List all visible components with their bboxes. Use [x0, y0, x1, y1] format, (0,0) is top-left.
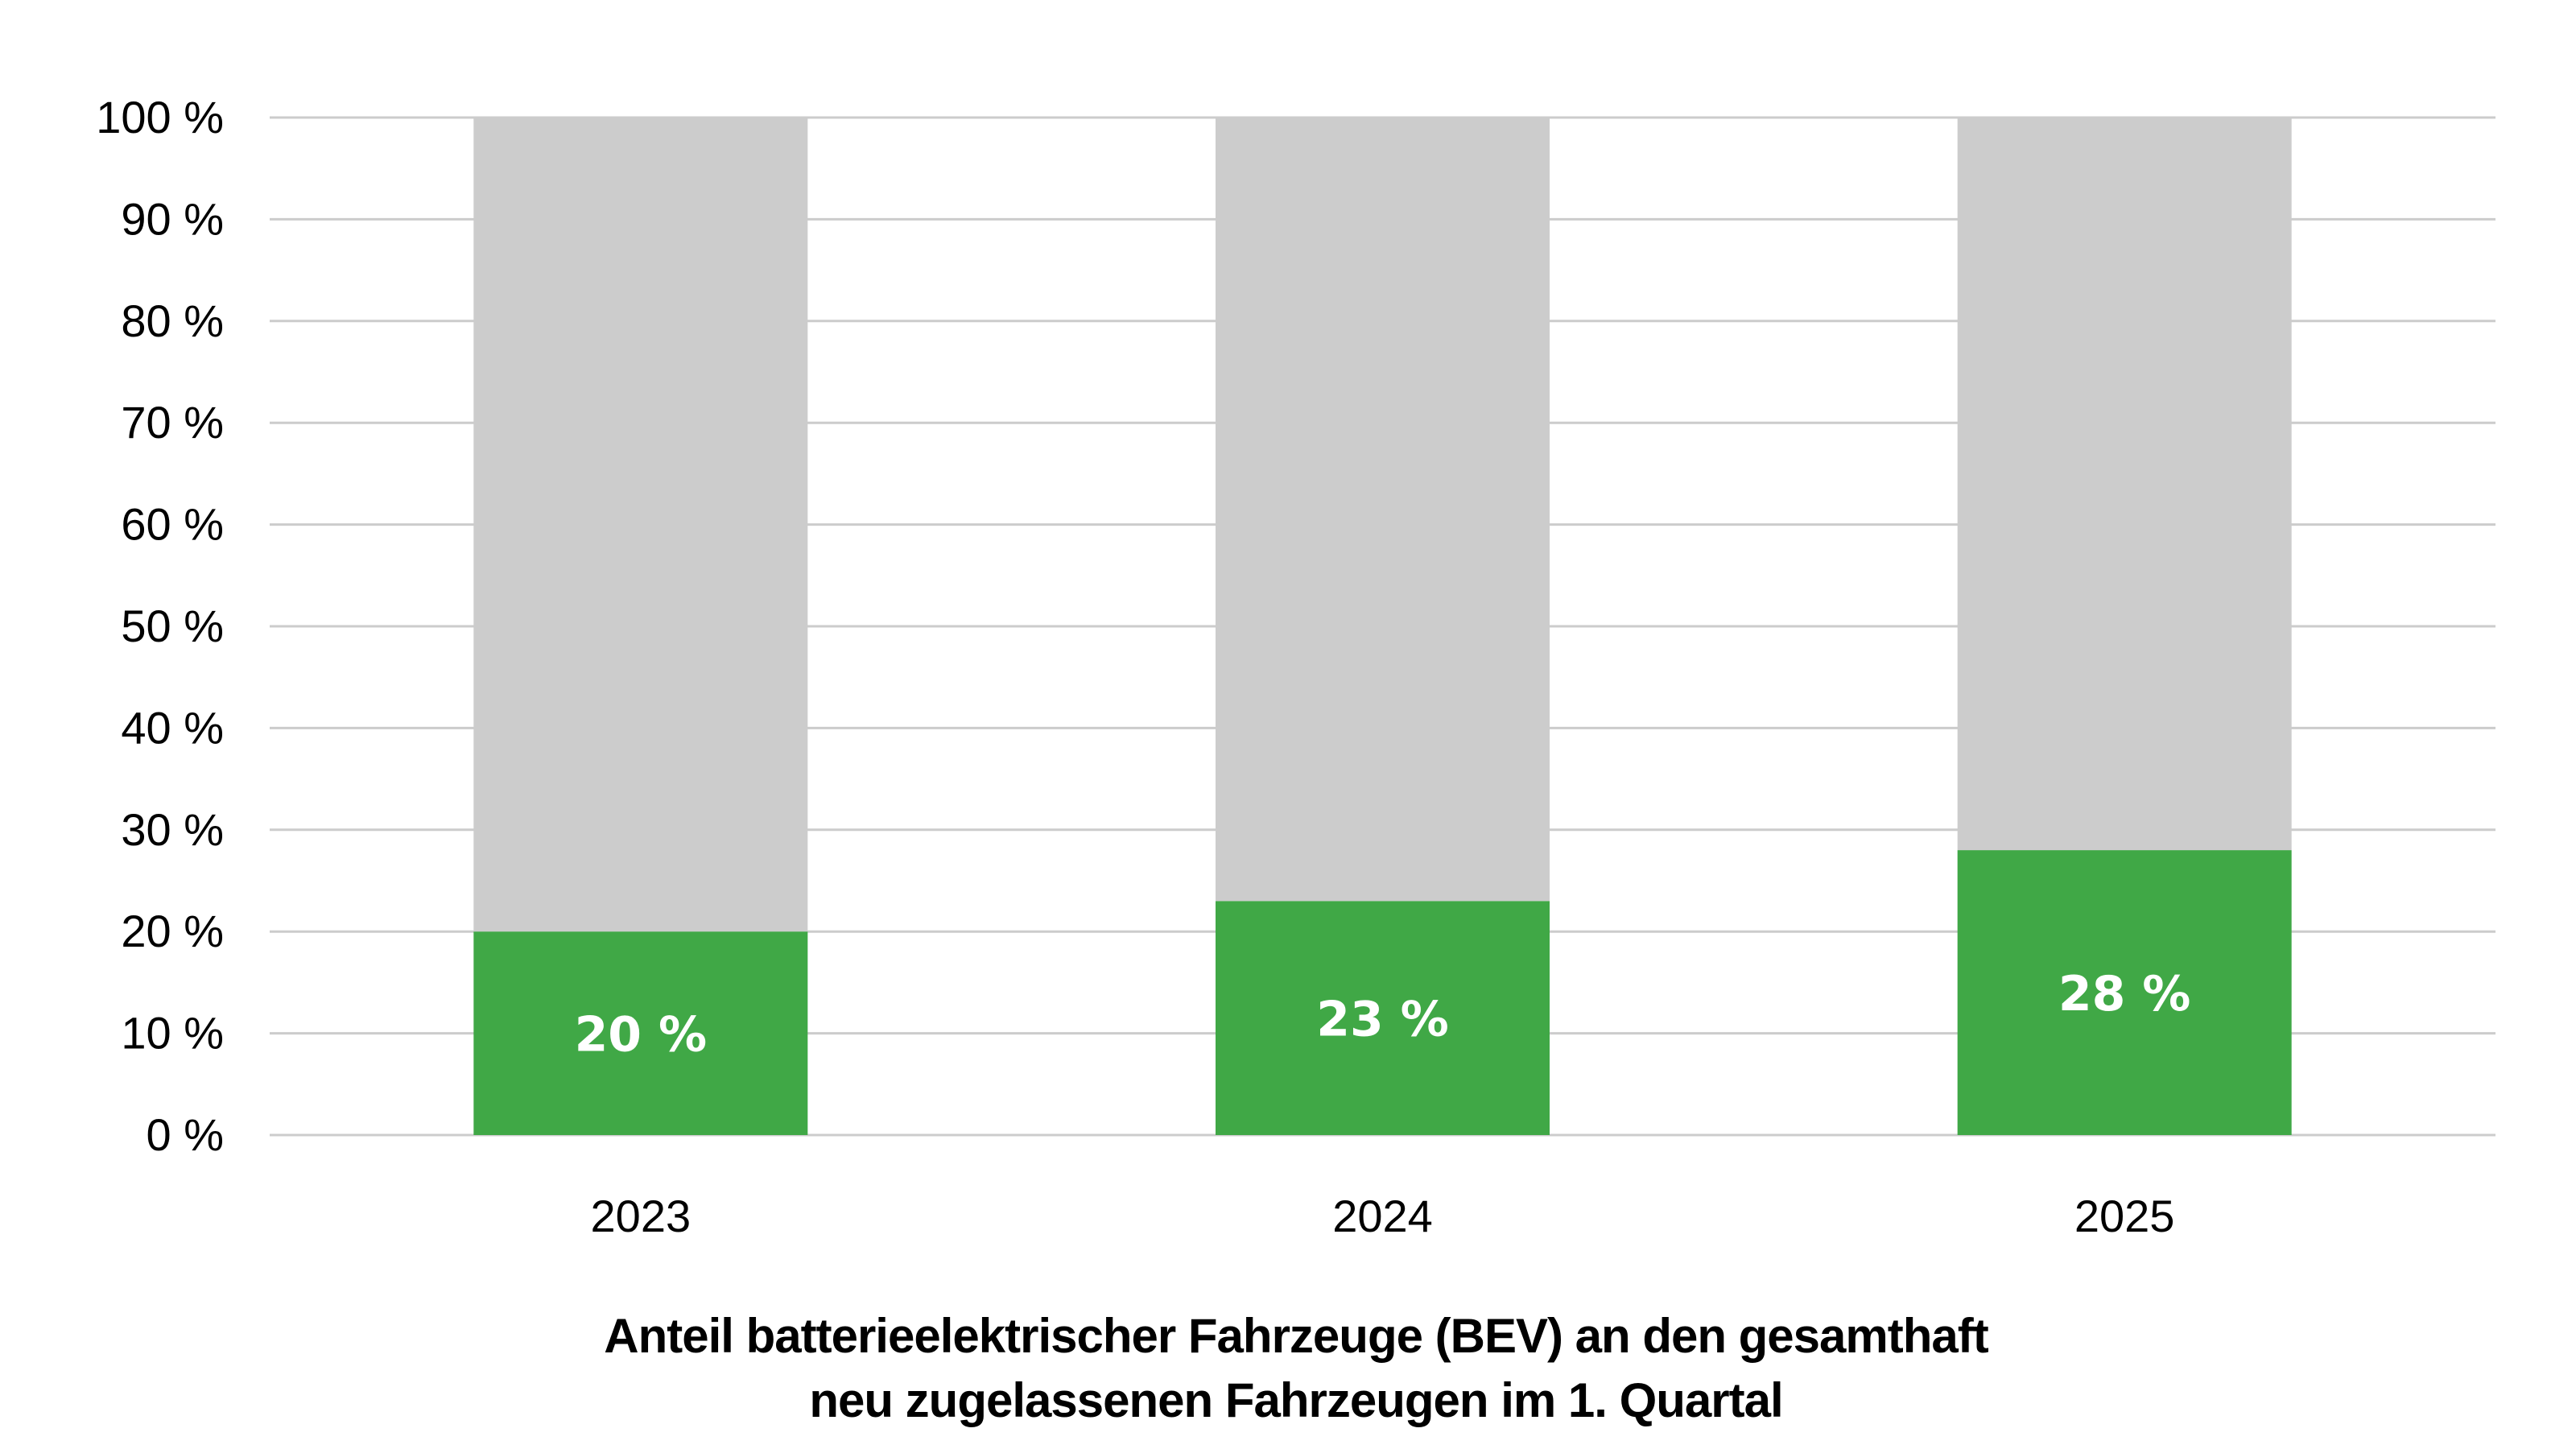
bar-segment-bev: [473, 931, 808, 1135]
bar-segment-bev: [1957, 850, 2292, 1135]
y-tick-label: 20 %: [121, 906, 224, 956]
data-label: 28 %: [2058, 966, 2191, 1022]
y-tick-label: 50 %: [121, 601, 224, 651]
y-tick-label: 40 %: [121, 702, 224, 753]
x-tick-label: 2024: [1332, 1191, 1433, 1241]
y-tick-label: 80 %: [121, 295, 224, 346]
chart-caption-line-1: Anteil batterieelektrischer Fahrzeuge (B…: [604, 1309, 1988, 1363]
bar-segment-bev: [1216, 901, 1550, 1135]
y-tick-label: 100 %: [96, 92, 224, 142]
data-labels: 20 % 23 % 28 %: [575, 966, 2191, 1063]
y-tick-label: 0 %: [147, 1109, 225, 1160]
data-label: 20 %: [575, 1007, 708, 1063]
bars: [473, 118, 2292, 1135]
y-tick-label: 70 %: [121, 397, 224, 448]
x-axis-ticks: 2023 2024 2025: [591, 1191, 2175, 1241]
y-tick-label: 60 %: [121, 499, 224, 550]
x-tick-label: 2023: [591, 1191, 691, 1241]
bar-segment-remainder: [1216, 118, 1550, 902]
x-tick-label: 2025: [2074, 1191, 2175, 1241]
y-axis-ticks: 0 % 10 % 20 % 30 % 40 % 50 % 60 % 70 % 80 % 90 % 1…: [96, 92, 224, 1160]
y-tick-label: 10 %: [121, 1008, 224, 1059]
y-tick-label: 30 %: [121, 804, 224, 855]
y-tick-label: 90 %: [121, 193, 224, 244]
bar-segment-remainder: [1957, 118, 2292, 851]
chart-caption-line-2: neu zugelassenen Fahrzeugen im 1. Quarta…: [809, 1373, 1783, 1427]
bar-segment-remainder: [473, 118, 808, 932]
data-label: 23 %: [1316, 992, 1449, 1048]
